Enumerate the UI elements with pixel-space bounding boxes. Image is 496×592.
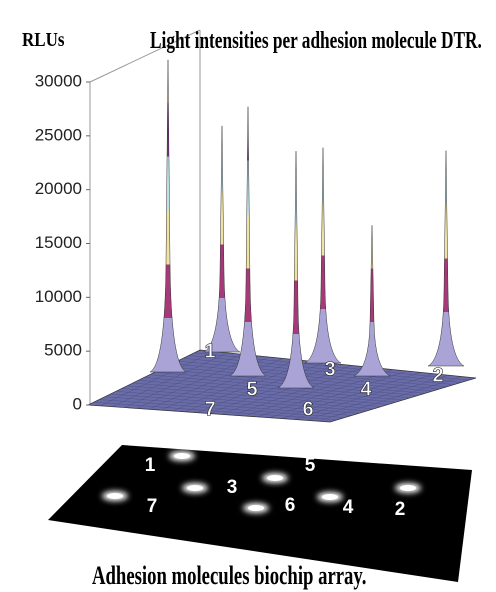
walls (90, 30, 200, 405)
array-spot-core (322, 494, 338, 500)
array-spot-core (174, 453, 190, 459)
y-tick-label: 5000 (44, 341, 82, 360)
array-spot-core (187, 485, 203, 491)
y-tick-label: 15000 (35, 233, 82, 252)
peak (305, 148, 341, 363)
spot-label: 2 (395, 499, 406, 520)
y-tick-label: 10000 (35, 287, 82, 306)
peak (150, 60, 186, 372)
peak (278, 151, 314, 388)
spot-label: 1 (145, 455, 156, 476)
array-spot-core (248, 505, 264, 511)
peak-label: 1 (204, 340, 215, 362)
y-axis-title: RLUs (22, 29, 64, 52)
peak (204, 126, 240, 352)
peak (230, 107, 266, 376)
chart-title: Light intensities per adhesion molecule … (150, 26, 482, 54)
peak-label: 3 (324, 358, 335, 380)
peak-label: 7 (204, 398, 215, 420)
spot-label: 5 (305, 455, 316, 476)
spot-label: 4 (343, 497, 354, 518)
spot-label: 3 (227, 477, 238, 498)
peak-label: 6 (302, 398, 313, 420)
y-tick-label: 20000 (35, 179, 82, 198)
array-spot-core (107, 493, 123, 499)
y-tick-label: 0 (73, 394, 82, 413)
y-tick-label: 30000 (35, 71, 82, 90)
array-spot-core (400, 485, 416, 491)
peak (428, 151, 464, 366)
array-spot-core (267, 475, 283, 481)
peak-label: 2 (432, 364, 443, 386)
peak (354, 225, 390, 376)
peak-label: 5 (246, 378, 257, 400)
spot-label: 7 (147, 496, 158, 517)
array-caption: Adhesion molecules biochip array. (92, 561, 366, 590)
y-tick-label: 25000 (35, 125, 82, 144)
peak-label: 4 (360, 378, 372, 400)
chart: Light intensities per adhesion molecule … (0, 0, 496, 592)
spot-label: 6 (285, 495, 296, 516)
